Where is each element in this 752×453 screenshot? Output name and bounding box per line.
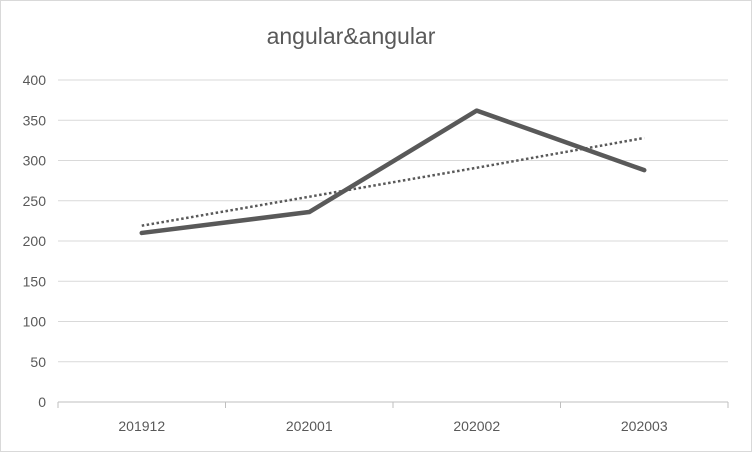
y-tick-label: 50 [30,354,46,370]
y-tick-label: 250 [23,193,47,209]
x-tick-label: 202001 [286,418,333,434]
x-tick-label: 202002 [453,418,500,434]
y-tick-label: 200 [23,233,47,249]
x-tick-label: 202003 [621,418,668,434]
y-tick-label: 350 [23,112,47,128]
trendline [142,138,645,226]
y-tick-label: 150 [23,273,47,289]
x-tick-label: 201912 [118,418,165,434]
y-tick-label: 0 [38,394,46,410]
y-tick-label: 300 [23,153,47,169]
y-tick-label: 100 [23,314,47,330]
series-line [142,111,645,233]
y-tick-label: 400 [23,72,47,88]
